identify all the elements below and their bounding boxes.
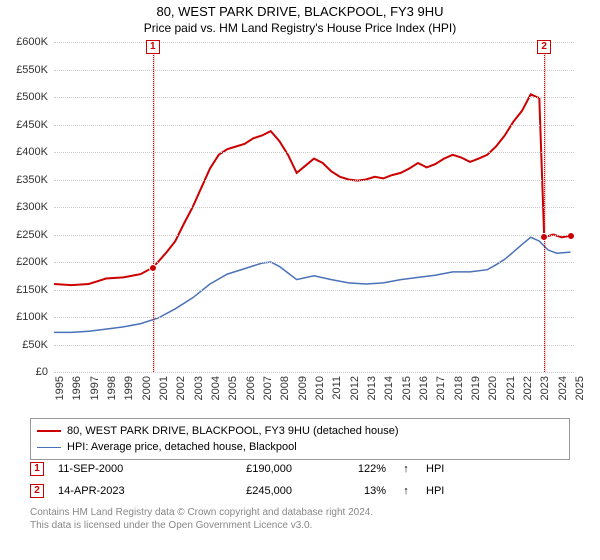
y-tick-label: £400K xyxy=(16,146,48,158)
x-tick-label: 2006 xyxy=(245,376,257,400)
y-tick-label: £500K xyxy=(16,91,48,103)
title-line2: Price paid vs. HM Land Registry's House … xyxy=(0,21,600,35)
plot-area: 12 xyxy=(54,42,574,372)
legend-row: 80, WEST PARK DRIVE, BLACKPOOL, FY3 9HU … xyxy=(37,423,563,439)
y-tick-label: £50K xyxy=(22,339,48,351)
x-tick-label: 2004 xyxy=(210,376,222,400)
sale-hpi-pct: 122% xyxy=(306,463,386,475)
sale-hpi-label: HPI xyxy=(426,463,444,475)
gridline xyxy=(54,125,574,126)
x-tick-label: 2000 xyxy=(141,376,153,400)
y-tick-label: £550K xyxy=(16,64,48,76)
sale-marker-dot xyxy=(540,233,548,241)
x-tick-label: 1996 xyxy=(71,376,83,400)
gridline xyxy=(54,345,574,346)
y-tick-label: £250K xyxy=(16,229,48,241)
x-tick-label: 2019 xyxy=(470,376,482,400)
x-tick-label: 2017 xyxy=(435,376,447,400)
sale-row: 1 11-SEP-2000 £190,000 122% ↑ HPI xyxy=(30,458,570,480)
gridline xyxy=(54,70,574,71)
sale-history: 1 11-SEP-2000 £190,000 122% ↑ HPI 2 14-APR-2023… xyxy=(30,458,570,502)
y-axis: £0£50K£100K£150K£200K£250K£300K£350K£400… xyxy=(0,42,52,372)
sale-row-marker: 1 xyxy=(30,462,44,476)
sale-row: 2 14-APR-2023 £245,000 13% ↑ HPI xyxy=(30,480,570,502)
sale-marker-dot xyxy=(149,264,157,272)
sale-marker-vline xyxy=(544,42,545,372)
legend-label: 80, WEST PARK DRIVE, BLACKPOOL, FY3 9HU … xyxy=(67,423,399,439)
legend-row: HPI: Average price, detached house, Blac… xyxy=(37,439,563,455)
footer-line2: This data is licensed under the Open Gov… xyxy=(30,519,570,532)
x-tick-label: 2001 xyxy=(158,376,170,400)
y-tick-label: £0 xyxy=(36,366,48,378)
gridline xyxy=(54,207,574,208)
x-tick-label: 2003 xyxy=(193,376,205,400)
x-tick-label: 2021 xyxy=(505,376,517,400)
x-tick-label: 2010 xyxy=(314,376,326,400)
x-tick-label: 2023 xyxy=(539,376,551,400)
legend-label: HPI: Average price, detached house, Blac… xyxy=(67,439,297,455)
x-tick-label: 2012 xyxy=(349,376,361,400)
gridline xyxy=(54,180,574,181)
x-tick-label: 2024 xyxy=(557,376,569,400)
sale-hpi-pct: 13% xyxy=(306,485,386,497)
legend-swatch xyxy=(37,447,61,448)
x-tick-label: 1998 xyxy=(106,376,118,400)
x-tick-label: 1995 xyxy=(54,376,66,400)
y-tick-label: £350K xyxy=(16,174,48,186)
x-tick-label: 2013 xyxy=(366,376,378,400)
x-tick-label: 2007 xyxy=(262,376,274,400)
sale-price: £245,000 xyxy=(192,485,292,497)
gridline xyxy=(54,290,574,291)
x-tick-label: 2008 xyxy=(279,376,291,400)
sale-marker-box: 1 xyxy=(146,40,160,54)
y-tick-label: £200K xyxy=(16,256,48,268)
gridline xyxy=(54,262,574,263)
chart-title-block: 80, WEST PARK DRIVE, BLACKPOOL, FY3 9HU … xyxy=(0,0,600,35)
arrow-up-icon: ↑ xyxy=(400,463,412,475)
x-tick-label: 2009 xyxy=(297,376,309,400)
series-hpi xyxy=(54,237,571,332)
sale-marker-vline xyxy=(153,42,154,372)
x-tick-label: 2016 xyxy=(418,376,430,400)
y-tick-label: £100K xyxy=(16,311,48,323)
gridline xyxy=(54,152,574,153)
x-axis: 1995 1996 1997 1998 1999 2000 2001 2002 2003 2004… xyxy=(54,374,574,414)
footer-attribution: Contains HM Land Registry data © Crown c… xyxy=(30,506,570,532)
sale-hpi-label: HPI xyxy=(426,485,444,497)
y-tick-label: £150K xyxy=(16,284,48,296)
x-tick-label: 1997 xyxy=(89,376,101,400)
legend-swatch xyxy=(37,430,61,432)
sale-price: £190,000 xyxy=(192,463,292,475)
x-tick-label: 2022 xyxy=(522,376,534,400)
gridline xyxy=(54,235,574,236)
series-property xyxy=(54,94,571,285)
arrow-up-icon: ↑ xyxy=(400,485,412,497)
legend: 80, WEST PARK DRIVE, BLACKPOOL, FY3 9HU … xyxy=(30,418,570,460)
chart: £0 £50K £100K £150K £200K £250K £300K £350K £400… xyxy=(0,38,600,418)
sale-marker-box: 2 xyxy=(537,40,551,54)
footer-line1: Contains HM Land Registry data © Crown c… xyxy=(30,506,570,519)
title-line1: 80, WEST PARK DRIVE, BLACKPOOL, FY3 9HU xyxy=(0,4,600,19)
y-tick-label: £450K xyxy=(16,119,48,131)
y-tick-label: £600K xyxy=(16,36,48,48)
x-tick-label: 2011 xyxy=(331,376,343,400)
gridline xyxy=(54,372,574,373)
sale-row-marker: 2 xyxy=(30,484,44,498)
x-tick-label: 2005 xyxy=(227,376,239,400)
gridline xyxy=(54,317,574,318)
x-tick-label: 2025 xyxy=(574,376,586,400)
x-tick-label: 2014 xyxy=(383,376,395,400)
x-tick-label: 2020 xyxy=(487,376,499,400)
series-end-dot xyxy=(568,233,574,239)
x-tick-label: 2018 xyxy=(453,376,465,400)
sale-date: 11-SEP-2000 xyxy=(58,463,178,475)
x-tick-label: 2015 xyxy=(401,376,413,400)
x-tick-label: 2002 xyxy=(175,376,187,400)
x-tick-label: 1999 xyxy=(123,376,135,400)
sale-date: 14-APR-2023 xyxy=(58,485,178,497)
y-tick-label: £300K xyxy=(16,201,48,213)
gridline xyxy=(54,97,574,98)
gridline xyxy=(54,42,574,43)
